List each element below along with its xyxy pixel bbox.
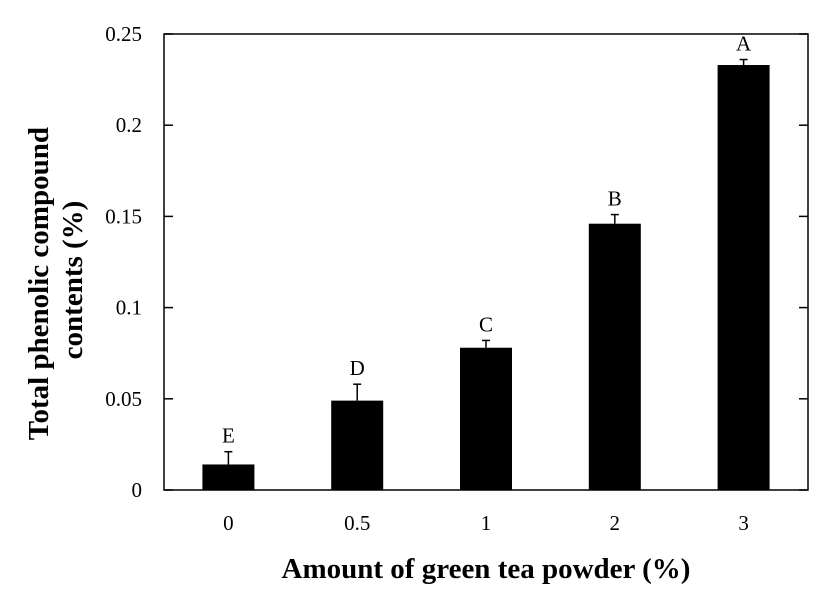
x-tick-label: 2 <box>610 511 621 535</box>
y-axis-ticks: 0 0.05 0.1 0.15 0.2 0.25 <box>105 22 808 502</box>
bar <box>331 400 384 490</box>
y-axis-title-line-1: Total phenolic compound <box>23 127 55 440</box>
y-tick-label: 0 <box>132 478 143 502</box>
x-tick-label: 0 <box>223 511 234 535</box>
x-tick-label: 0.5 <box>344 511 370 535</box>
x-tick-label: 3 <box>738 511 749 535</box>
x-axis-ticks: 0 0.5 1 2 3 <box>223 481 749 535</box>
y-tick-label: 0.25 <box>105 22 142 46</box>
y-tick-label: 0.15 <box>105 204 142 228</box>
significance-label: E <box>222 424 235 448</box>
y-tick-label: 0.1 <box>116 296 142 320</box>
x-tick-label: 1 <box>481 511 492 535</box>
y-tick-label: 0.2 <box>116 113 142 137</box>
y-axis-title: Total phenolic compound contents (%) <box>23 120 89 440</box>
significance-label: B <box>608 187 622 211</box>
bars: E D C B A <box>202 32 770 491</box>
significance-label: C <box>479 312 493 336</box>
significance-label: A <box>736 32 752 56</box>
y-axis-title-line-2: contents (%) <box>57 201 89 360</box>
bar <box>588 223 641 491</box>
x-axis-title: Amount of green tea powder (%) <box>282 553 691 585</box>
bar <box>460 347 512 490</box>
y-tick-label: 0.05 <box>105 387 142 411</box>
bar <box>717 65 770 491</box>
significance-label: D <box>350 356 365 380</box>
